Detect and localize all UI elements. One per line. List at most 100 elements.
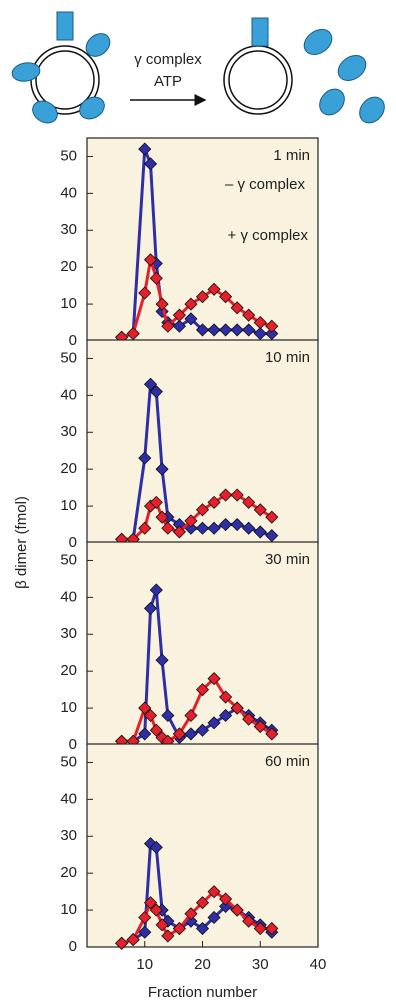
data-point [172, 308, 186, 322]
series-line [121, 259, 273, 339]
data-point [195, 521, 210, 535]
data-point [195, 290, 210, 304]
data-point [184, 727, 198, 741]
y-tick-label: 0 [69, 736, 77, 753]
panel-annotation: 60 min [265, 753, 310, 770]
data-point [253, 525, 267, 539]
data-point [138, 727, 152, 741]
y-tick-label: 40 [60, 588, 77, 605]
data-point [143, 896, 158, 910]
data-point [195, 683, 210, 697]
data-point [207, 282, 221, 296]
data-point [230, 903, 244, 917]
y-tick-label: 20 [60, 864, 77, 881]
y-tick-label: 40 [60, 790, 77, 807]
data-point [115, 936, 129, 950]
y-tick-label: 30 [60, 827, 77, 844]
data-point [161, 929, 175, 943]
data-point [207, 716, 221, 730]
data-point [207, 671, 221, 686]
data-point [172, 727, 186, 741]
y-tick-label: 50 [60, 551, 77, 568]
data-point [143, 708, 158, 723]
y-axis-label: β dimer (fmol) [13, 496, 30, 589]
y-tick-label: 20 [60, 662, 77, 679]
data-point [207, 521, 221, 535]
data-point [195, 323, 210, 337]
data-point [155, 304, 169, 319]
data-point [242, 914, 256, 928]
data-point [161, 319, 175, 333]
x-tick-label: 40 [310, 956, 327, 973]
data-point [195, 921, 210, 936]
x-tick-label: 10 [136, 956, 153, 973]
data-point [219, 892, 233, 906]
data-point [253, 503, 267, 517]
data-point [219, 323, 233, 337]
schematic: γ complex ATP [11, 11, 385, 124]
y-tick-label: 50 [60, 349, 77, 366]
data-point [149, 583, 163, 597]
data-point [242, 712, 256, 726]
data-point [219, 690, 233, 704]
data-point [265, 921, 279, 936]
data-point [184, 907, 198, 921]
y-tick-label: 0 [69, 534, 77, 551]
data-point [138, 910, 152, 925]
y-tick-label: 40 [60, 184, 77, 201]
data-point [172, 319, 186, 333]
series-label: + γ complex [228, 227, 309, 244]
data-point [253, 921, 267, 936]
data-point [138, 521, 152, 535]
x-axis-label: Fraction number [148, 984, 257, 1001]
data-point [138, 451, 152, 465]
data-point [149, 723, 163, 737]
data-point [155, 653, 169, 667]
y-tick-label: 20 [60, 258, 77, 275]
data-point [219, 290, 233, 304]
panel-annotation: 1 min [273, 147, 310, 164]
y-tick-label: 50 [60, 753, 77, 770]
data-point [149, 903, 163, 917]
data-point [161, 914, 175, 928]
series-line [121, 889, 272, 945]
y-tick-label: 0 [69, 332, 77, 349]
y-tick-label: 20 [60, 460, 77, 477]
data-point [184, 312, 198, 326]
y-tick-label: 40 [60, 386, 77, 403]
x-tick-label: 30 [252, 956, 269, 973]
data-point [265, 727, 279, 741]
data-point [149, 271, 163, 285]
data-point [143, 253, 158, 267]
data-point [230, 488, 244, 502]
data-point [161, 708, 175, 723]
series-label: – γ complex [225, 176, 306, 193]
data-point [126, 933, 140, 947]
y-tick-label: 10 [60, 497, 77, 514]
data-point [155, 918, 169, 932]
data-point [242, 308, 256, 322]
data-point [230, 517, 244, 532]
data-point [219, 517, 233, 532]
y-tick-label: 30 [60, 221, 77, 238]
data-point [195, 503, 210, 517]
data-point [230, 323, 244, 337]
data-point [184, 708, 198, 723]
data-point [184, 514, 198, 528]
plot-area [86, 541, 319, 746]
data-point [253, 719, 267, 734]
data-point [138, 286, 152, 300]
data-point [242, 323, 256, 337]
data-point [184, 297, 198, 311]
data-point [149, 495, 163, 509]
data-point [161, 521, 175, 535]
data-point [138, 925, 152, 939]
data-point [242, 521, 256, 535]
diagram-label: γ complex [134, 51, 202, 68]
data-point [172, 921, 186, 936]
series-line [121, 493, 273, 541]
data-point [155, 510, 169, 524]
data-point [138, 142, 152, 156]
data-point [195, 723, 210, 737]
